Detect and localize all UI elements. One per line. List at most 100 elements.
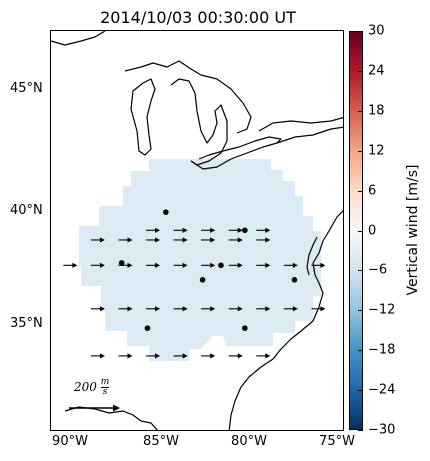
gulf-coast <box>64 406 159 430</box>
wind-vector <box>228 262 243 268</box>
colorbar-tick-mark <box>358 31 363 32</box>
atlantic-coast <box>228 210 343 430</box>
wind-vector <box>256 306 271 312</box>
station-marker <box>242 325 248 331</box>
colorbar-tick-mark <box>358 190 363 192</box>
wind-vector <box>146 306 161 312</box>
colorbar-tick-label: −18 <box>368 342 396 358</box>
wind-vector <box>173 262 188 268</box>
wind-vector <box>311 306 326 312</box>
wind-vectors <box>63 227 326 359</box>
wind-vector <box>256 262 271 268</box>
field-area <box>79 159 321 361</box>
wind-vector <box>201 306 216 312</box>
station-marker <box>291 277 298 283</box>
colorbar-tick-mark <box>358 270 363 272</box>
lon-label-80: 80°W <box>231 434 267 449</box>
colorbar-label: Vertical wind [m/s] <box>405 164 421 296</box>
wind-vector <box>173 227 188 233</box>
wind-vector <box>146 353 161 359</box>
wind-vector <box>173 237 188 243</box>
colorbar-tick-label: −30 <box>368 422 396 438</box>
wind-vector <box>118 306 133 312</box>
colorbar-tick-label: 0 <box>368 223 377 238</box>
wind-vector <box>118 237 133 243</box>
map-canvas <box>51 31 343 430</box>
wind-vector <box>228 306 243 312</box>
lake-huron-west-shore <box>170 78 228 166</box>
upper-peninsula-shore <box>124 60 202 76</box>
colorbar-tick-label: 6 <box>368 183 377 199</box>
colorbar-tick-mark <box>358 350 363 352</box>
lat-label-35: 35°N <box>10 316 43 331</box>
lake-ontario-shore <box>258 116 343 132</box>
chesapeake-bay <box>306 236 318 276</box>
wind-vector <box>201 353 216 359</box>
wind-vector <box>283 306 298 312</box>
station-marker <box>163 209 169 215</box>
wind-vector <box>63 262 78 268</box>
colorbar-tick-mark <box>358 70 363 72</box>
wind-vector <box>90 306 105 312</box>
colorbar-tick-label: −24 <box>368 382 396 398</box>
wind-vector <box>256 227 271 233</box>
wind-vector <box>201 237 216 243</box>
lat-label-45: 45°N <box>10 81 43 96</box>
wind-vector <box>201 262 216 268</box>
wind-vector <box>146 227 161 233</box>
colorbar-tick-label: −12 <box>368 302 396 318</box>
colorbar-tick-mark <box>358 110 363 112</box>
wind-vector <box>173 306 188 312</box>
map-frame <box>50 30 344 431</box>
station-markers <box>118 209 298 331</box>
wind-vector <box>283 262 298 268</box>
wind-vector <box>256 237 271 243</box>
lake-erie-shore <box>190 136 282 170</box>
wind-vector <box>90 237 105 243</box>
wind-vector <box>90 262 105 268</box>
colorbar-tick-mark <box>358 390 363 392</box>
station-marker <box>242 227 248 234</box>
colorbar-tick-label: 12 <box>368 143 385 159</box>
wind-vector <box>256 353 271 359</box>
station-marker <box>218 262 224 269</box>
colorbar-tick-label: −6 <box>368 262 388 278</box>
wind-vector <box>118 353 133 359</box>
station-marker <box>144 325 151 331</box>
lat-label-40: 40°N <box>10 203 43 218</box>
map-title: 2014/10/03 00:30:00 UT <box>100 8 296 27</box>
wind-field-region <box>79 159 321 361</box>
georgian-bay-shore <box>200 74 252 134</box>
scale-unit: m s <box>100 377 110 397</box>
wind-vector <box>201 227 216 233</box>
wind-vector <box>146 237 161 243</box>
wind-vector <box>311 262 326 268</box>
lon-label-90: 90°W <box>52 434 88 449</box>
colorbar-tick-mark <box>358 230 363 232</box>
lon-label-85: 85°W <box>143 434 179 449</box>
colorbar-tick-mark <box>358 150 363 152</box>
colorbar-tick-mark <box>358 430 363 431</box>
wind-vector <box>228 227 243 233</box>
lake-michigan-shore <box>130 78 156 156</box>
colorbar-tick-label: 30 <box>368 23 385 39</box>
wind-vector <box>90 353 105 359</box>
scale-arrow <box>69 404 120 412</box>
station-marker <box>118 260 125 266</box>
wind-vector <box>228 237 243 243</box>
wind-vector <box>173 353 188 359</box>
wind-vector <box>118 262 133 268</box>
lake-ontario-south <box>276 126 343 144</box>
wind-vector <box>146 262 161 268</box>
station-marker <box>199 277 206 283</box>
lake-superior-shore <box>51 31 106 46</box>
colorbar-tick-mark <box>358 310 363 312</box>
wind-vector <box>228 353 243 359</box>
colorbar-tick-label: 24 <box>368 63 385 79</box>
scale-unit-numerator: m <box>100 377 110 388</box>
colorbar-tick-label: 18 <box>368 103 385 119</box>
scale-unit-denominator: s <box>102 387 108 397</box>
scale-value: 200 <box>74 380 97 394</box>
scale-label: 200 m s <box>74 377 110 397</box>
lon-label-75: 75°W <box>319 434 355 449</box>
